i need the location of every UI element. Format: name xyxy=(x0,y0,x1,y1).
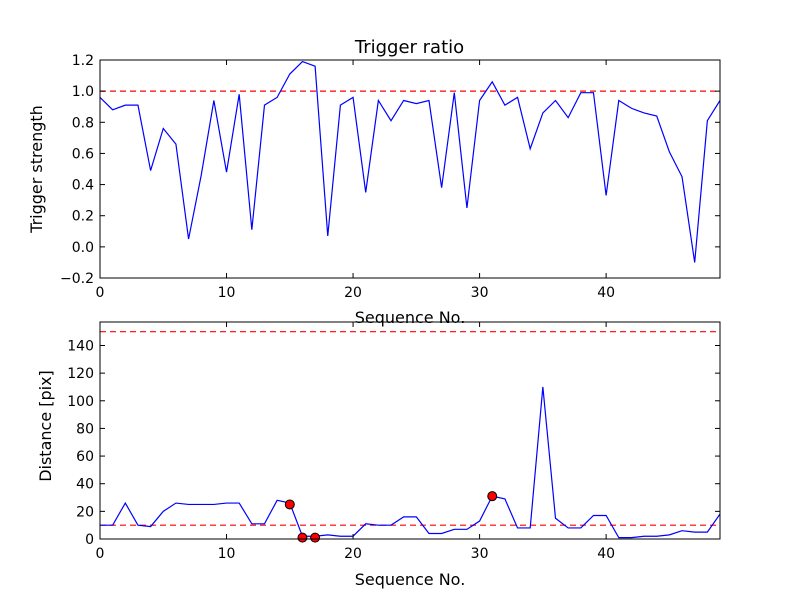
x-axis-ticks: 0 10 20 30 40 xyxy=(96,60,615,301)
highlight-point xyxy=(310,532,321,543)
y-tick-label: 120 xyxy=(67,366,94,382)
y-tick-label: 60 xyxy=(76,449,94,465)
y-tick-label: 140 xyxy=(67,338,94,354)
series-line xyxy=(100,386,720,539)
x-tick-label: 0 xyxy=(96,285,105,301)
axes-frame xyxy=(99,59,721,279)
y-tick-label: 100 xyxy=(67,394,94,410)
x-tick-label: 30 xyxy=(471,546,489,562)
y-axis-label: Trigger strength xyxy=(27,105,46,234)
y-tick-label: 0.4 xyxy=(72,178,94,194)
highlight-point xyxy=(297,532,308,543)
y-tick-label: 0.6 xyxy=(72,146,94,162)
x-tick-label: 40 xyxy=(597,285,615,301)
distance-chart: 0 20 40 60 80 100 120 140 0 10 20 30 40 Sequence No… xyxy=(36,321,721,589)
y-tick-label: −0.2 xyxy=(60,271,94,287)
y-tick-label: 20 xyxy=(76,504,94,520)
x-tick-label: 40 xyxy=(597,546,615,562)
y-tick-label: 0.8 xyxy=(72,115,94,131)
x-axis-label: Sequence No. xyxy=(355,570,466,589)
y-axis-ticks: −0.2 0.0 0.2 0.4 0.6 0.8 1.0 1.2 xyxy=(60,53,720,287)
y-tick-label: 1.2 xyxy=(72,53,94,69)
x-tick-label: 10 xyxy=(218,285,236,301)
x-tick-label: 30 xyxy=(471,285,489,301)
plot-area xyxy=(100,331,720,543)
y-tick-label: 40 xyxy=(76,477,94,493)
y-tick-label: 0 xyxy=(85,532,94,548)
x-tick-label: 0 xyxy=(96,546,105,562)
y-tick-label: 0.2 xyxy=(72,209,94,225)
y-tick-label: 0.0 xyxy=(72,240,94,256)
chart-title: Trigger ratio xyxy=(354,37,464,58)
series-line xyxy=(100,60,720,263)
highlight-point xyxy=(284,499,295,510)
plot-area xyxy=(100,60,720,263)
y-axis-label: Distance [pix] xyxy=(36,370,55,482)
highlight-point xyxy=(487,491,498,502)
x-axis-label: Sequence No. xyxy=(355,308,466,327)
y-tick-label: 1.0 xyxy=(72,84,94,100)
y-tick-label: 80 xyxy=(76,421,94,437)
x-axis-ticks: 0 10 20 30 40 xyxy=(96,322,615,562)
x-tick-label: 20 xyxy=(344,285,362,301)
axes-frame xyxy=(99,321,721,540)
y-axis-ticks: 0 20 40 60 80 100 120 140 xyxy=(67,338,720,548)
x-tick-label: 20 xyxy=(344,546,362,562)
x-tick-label: 10 xyxy=(218,546,236,562)
